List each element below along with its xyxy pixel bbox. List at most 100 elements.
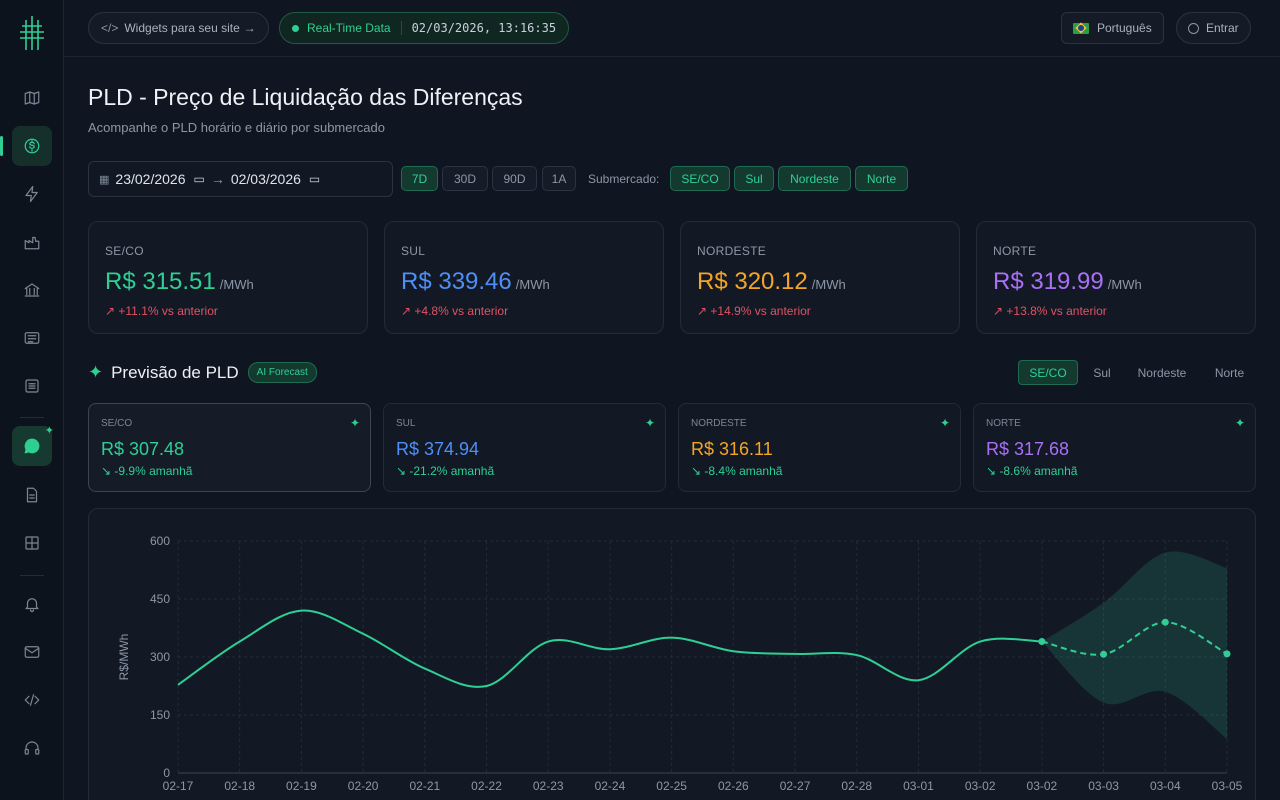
forecast-card-sul[interactable]: SUL ✦ R$ 374.94 ↘ -21.2% amanhã bbox=[383, 403, 666, 492]
login-button[interactable]: Entrar bbox=[1176, 12, 1251, 44]
submarket-norte-button[interactable]: Norte bbox=[855, 166, 908, 191]
x-tick-label: 03-01 bbox=[903, 779, 934, 793]
change-text: -21.2% amanhã bbox=[409, 464, 495, 478]
price-value: R$ 320.12 bbox=[697, 268, 808, 295]
app-logo[interactable] bbox=[16, 14, 48, 52]
forecast-value: R$ 307.48 bbox=[101, 439, 185, 459]
trend-up-icon: ↗ bbox=[697, 304, 711, 318]
nav-notifications[interactable] bbox=[12, 584, 52, 624]
calendar-icon[interactable]: ▭ bbox=[308, 172, 321, 186]
change-text: +13.8% vs anterior bbox=[1006, 304, 1107, 318]
forecast-tab-nordeste[interactable]: Nordeste bbox=[1137, 365, 1187, 380]
nav-news[interactable] bbox=[12, 318, 52, 358]
x-tick-label: 03-02 bbox=[965, 779, 996, 793]
widgets-button[interactable]: </> Widgets para seu site → bbox=[88, 12, 269, 44]
forecast-tab-sul[interactable]: Sul bbox=[1093, 365, 1111, 380]
nav-divider bbox=[20, 417, 44, 418]
forecast-title: Previsão de PLD bbox=[111, 362, 239, 382]
forecast-value: R$ 317.68 bbox=[986, 439, 1070, 459]
arrow-right-icon: → bbox=[210, 171, 225, 187]
nav-code[interactable] bbox=[12, 680, 52, 720]
x-tick-label: 02-19 bbox=[286, 779, 317, 793]
nav-list[interactable] bbox=[12, 366, 52, 406]
nav-document[interactable] bbox=[12, 475, 52, 515]
card-value: R$ 320.12/MWh bbox=[697, 268, 846, 296]
forecast-change: ↘ -8.4% amanhã bbox=[691, 464, 782, 478]
card-label: SUL bbox=[396, 418, 416, 429]
nav-mail[interactable] bbox=[12, 632, 52, 672]
brazil-flag-icon bbox=[1073, 21, 1089, 34]
nav-institutions[interactable] bbox=[12, 270, 52, 310]
newspaper-icon bbox=[24, 332, 40, 344]
nav-map[interactable] bbox=[12, 78, 52, 118]
submarket-nordeste-button[interactable]: Nordeste bbox=[778, 166, 851, 191]
nav-energy[interactable] bbox=[12, 174, 52, 214]
historical-series-line bbox=[177, 609, 1042, 688]
price-unit: /MWh bbox=[811, 277, 846, 292]
x-tick-label: 02-25 bbox=[656, 779, 687, 793]
sparkle-icon: ✦ bbox=[644, 416, 655, 430]
forecast-card-seco[interactable]: SE/CO ✦ R$ 307.48 ↘ -9.9% amanhã bbox=[88, 403, 371, 492]
nav-pld[interactable] bbox=[0, 126, 52, 166]
timestamp: 02/03/2026, 13:16:35 bbox=[411, 21, 557, 35]
card-change: ↗ +11.1% vs anterior bbox=[105, 304, 218, 318]
range-7d-button[interactable]: 7D bbox=[401, 166, 438, 191]
date-from-input[interactable]: 23/02/2026 bbox=[115, 171, 186, 187]
x-tick-label: 03-02 bbox=[1027, 779, 1058, 793]
forecast-point bbox=[1038, 638, 1046, 646]
submarket-seco-button[interactable]: SE/CO bbox=[670, 166, 730, 191]
x-tick-label: 02-22 bbox=[471, 779, 502, 793]
card-value: R$ 339.46/MWh bbox=[401, 268, 550, 296]
trend-up-icon: ↗ bbox=[105, 304, 119, 318]
range-30d-button[interactable]: 30D bbox=[442, 166, 488, 191]
lightning-icon bbox=[25, 185, 38, 203]
realtime-label: Real-Time Data bbox=[307, 21, 391, 35]
range-1a-button[interactable]: 1A bbox=[542, 166, 576, 191]
trend-up-icon: ↗ bbox=[401, 304, 415, 318]
forecast-point bbox=[1161, 618, 1169, 626]
price-value: R$ 315.51 bbox=[105, 268, 216, 295]
nav-ai-chat[interactable]: ✦ bbox=[12, 425, 54, 466]
sparkle-icon: ✦ bbox=[1234, 416, 1245, 430]
card-label: NORDESTE bbox=[691, 418, 747, 429]
x-tick-label: 03-03 bbox=[1088, 779, 1119, 793]
submarket-sul-button[interactable]: Sul bbox=[734, 166, 774, 191]
price-value: R$ 339.46 bbox=[401, 268, 512, 295]
card-label: SE/CO bbox=[105, 244, 144, 258]
calendar-icon[interactable]: ▭ bbox=[193, 172, 205, 186]
forecast-confidence-band bbox=[1041, 551, 1227, 739]
date-to-input[interactable]: 02/03/2026 bbox=[230, 171, 301, 187]
card-label: SUL bbox=[401, 244, 426, 258]
change-text: +4.8% vs anterior bbox=[414, 304, 509, 318]
forecast-card-nordeste[interactable]: NORDESTE ✦ R$ 316.11 ↘ -8.4% amanhã bbox=[678, 403, 961, 492]
y-tick-label: 0 bbox=[163, 766, 170, 780]
trend-down-icon: ↘ bbox=[986, 464, 1000, 478]
price-card-nordeste: NORDESTE R$ 320.12/MWh ↗ +14.9% vs anter… bbox=[680, 221, 960, 334]
mail-icon bbox=[24, 646, 40, 658]
forecast-card-norte[interactable]: NORTE ✦ R$ 317.68 ↘ -8.6% amanhã bbox=[973, 403, 1256, 492]
grid-icon bbox=[25, 536, 39, 550]
price-unit: /MWh bbox=[1107, 277, 1142, 292]
nav-grid[interactable] bbox=[12, 523, 52, 563]
forecast-tab-norte[interactable]: Norte bbox=[1214, 365, 1245, 380]
language-selector[interactable]: Português bbox=[1061, 12, 1164, 44]
x-tick-label: 02-21 bbox=[409, 779, 440, 793]
realtime-indicator: Real-Time Data 02/03/2026, 13:16:35 bbox=[279, 12, 570, 44]
forecast-change: ↘ -9.9% amanhã bbox=[101, 464, 192, 478]
card-label: NORDESTE bbox=[697, 244, 767, 258]
trend-down-icon: ↘ bbox=[101, 464, 115, 478]
date-range-picker[interactable]: ▦ 23/02/2026 ▭ → 02/03/2026 ▭ bbox=[88, 161, 393, 197]
forecast-change: ↘ -8.6% amanhã bbox=[986, 464, 1077, 478]
forecast-point bbox=[1100, 650, 1108, 658]
range-90d-button[interactable]: 90D bbox=[492, 166, 537, 191]
forecast-point bbox=[1223, 650, 1231, 658]
price-card-seco: SE/CO R$ 315.51/MWh ↗ +11.1% vs anterior bbox=[88, 221, 368, 334]
x-tick-label: 02-27 bbox=[780, 779, 811, 793]
page-title: PLD - Preço de Liquidação das Diferenças bbox=[88, 84, 523, 110]
topbar: </> Widgets para seu site → Real-Time Da… bbox=[64, 0, 1280, 57]
nav-support[interactable] bbox=[12, 728, 52, 768]
nav-factory[interactable] bbox=[12, 222, 52, 262]
card-change: ↗ +13.8% vs anterior bbox=[993, 304, 1107, 318]
change-text: +11.1% vs anterior bbox=[118, 304, 218, 318]
forecast-tab-seco[interactable]: SE/CO bbox=[1018, 360, 1078, 385]
